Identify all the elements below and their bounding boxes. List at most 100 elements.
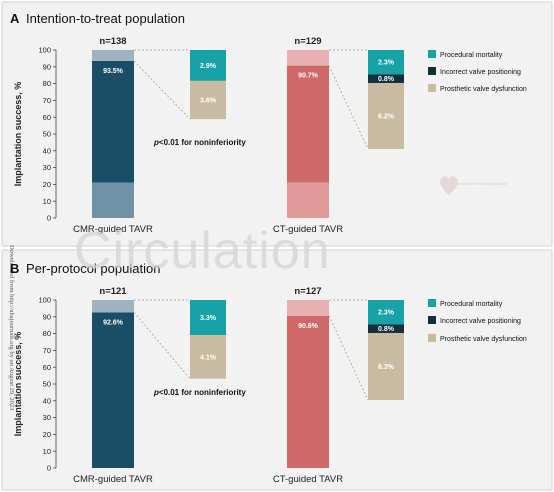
legend-label: Incorrect valve positioning: [440, 69, 521, 76]
y-tick-label: 50: [43, 130, 51, 139]
success-bar: [92, 60, 134, 183]
y-tick-label: 50: [43, 380, 51, 389]
y-tick-label: 10: [43, 447, 51, 456]
panel-letter: A: [10, 11, 20, 26]
legend-label: Procedural mortality: [440, 301, 503, 308]
failure-data-label: 2.3%: [378, 60, 395, 67]
failure-segment-procedural-mortality: [190, 300, 226, 336]
failure-segment-procedural-mortality: [368, 300, 404, 325]
legend-label: Procedural mortality: [440, 52, 503, 59]
failure-segment-prosthetic-valve-dysfunction: [190, 80, 226, 120]
failure-data-label: 4.1%: [200, 354, 217, 361]
panel-b-background: [1, 249, 553, 491]
failure-segment-prosthetic-valve-dysfunction: [368, 332, 404, 401]
chart-panel-b: B Per-protocol population Implantation suc…: [10, 261, 527, 485]
success-data-label: 90.7%: [298, 73, 319, 80]
y-tick-label: 0: [47, 464, 51, 473]
y-tick-label: 30: [43, 413, 51, 422]
category-tick-label: CMR-guided TAVR: [73, 474, 153, 485]
legend-swatch-incorrect-valve-positioning: [428, 316, 436, 324]
y-tick-label: 80: [43, 329, 51, 338]
connector-line-bottom: [133, 312, 191, 379]
y-tick-label: 100: [38, 296, 51, 305]
y-axis-label: Implantation success, %: [13, 332, 23, 437]
legend-label: Incorrect valve positioning: [440, 318, 521, 325]
y-tick-label: 10: [43, 197, 51, 206]
n-label: n=121: [99, 286, 127, 297]
y-tick-label: 70: [43, 346, 51, 355]
legend-label: Prosthetic valve dysfunction: [440, 336, 527, 343]
failure-segment-incorrect-valve-positioning: [368, 324, 404, 333]
y-tick-label: 90: [43, 62, 51, 71]
legend-swatch-prosthetic-valve-dysfunction: [428, 334, 436, 342]
panel-title: Intention-to-treat population: [26, 11, 185, 26]
failure-data-label: 3.3%: [200, 315, 217, 322]
category-tick-label: CT-guided TAVR: [273, 224, 343, 235]
p-value-symbol: p: [153, 388, 159, 397]
p-value-annotation: p<0.01 for noninferiority: [153, 388, 246, 397]
y-tick-label: 70: [43, 96, 51, 105]
failure-remainder-bar: [287, 300, 329, 316]
legend-swatch-procedural-mortality: [428, 299, 436, 307]
n-label: n=127: [294, 286, 321, 297]
success-bar: [92, 312, 134, 468]
y-tick-label: 20: [43, 180, 51, 189]
category-tick-label: CT-guided TAVR: [273, 474, 343, 485]
category-tick-label: CMR-guided TAVR: [73, 224, 153, 235]
y-tick-label: 0: [47, 214, 51, 223]
connector-line-bottom: [328, 65, 369, 150]
p-value-text: <0.01 for noninferiority: [159, 138, 246, 147]
success-data-label: 90.6%: [298, 323, 319, 330]
success-data-label: 93.5%: [103, 68, 124, 75]
failure-remainder-bar: [92, 50, 134, 61]
heart-torch-icon: [440, 176, 458, 195]
y-tick-label: 60: [43, 113, 51, 122]
failure-data-label: 0.8%: [378, 76, 395, 83]
panel-letter: B: [10, 261, 19, 276]
legend-swatch-incorrect-valve-positioning: [428, 67, 436, 75]
success-bar: [287, 315, 329, 468]
failure-segment-procedural-mortality: [368, 50, 404, 75]
connector-line-bottom: [328, 315, 369, 401]
aha-logo: American Heart Association: [440, 176, 507, 195]
failure-segment-incorrect-valve-positioning: [368, 74, 404, 83]
success-bar: [287, 65, 329, 183]
failure-data-label: 2.9%: [200, 63, 217, 70]
failure-remainder-bar: [287, 50, 329, 66]
y-tick-label: 20: [43, 430, 51, 439]
panel-a-background: [1, 1, 553, 247]
failure-data-label: 2.3%: [378, 310, 395, 317]
y-axis-label: Implantation success, %: [13, 82, 23, 187]
y-tick-label: 80: [43, 79, 51, 88]
failure-segment-prosthetic-valve-dysfunction: [368, 82, 404, 149]
logo-text: American Heart Association: [458, 181, 507, 186]
y-tick-label: 60: [43, 363, 51, 372]
failure-segment-procedural-mortality: [190, 50, 226, 81]
n-label: n=138: [99, 36, 126, 47]
connector-line-bottom: [133, 60, 191, 120]
failure-data-label: 6.2%: [378, 113, 395, 120]
failure-remainder-bar: [92, 300, 134, 313]
failure-data-label: 6.3%: [378, 364, 395, 371]
legend-label: Prosthetic valve dysfunction: [440, 86, 527, 93]
side-download-note: Downloaded from http://ahajournals.org b…: [8, 245, 15, 410]
y-tick-label: 40: [43, 396, 51, 405]
y-tick-label: 40: [43, 146, 51, 155]
watermark: Circulation: [74, 222, 331, 280]
y-tick-label: 90: [43, 312, 51, 321]
panel-title: Per-protocol population: [26, 261, 160, 276]
failure-segment-prosthetic-valve-dysfunction: [190, 335, 226, 379]
failure-data-label: 3.6%: [200, 98, 217, 105]
p-value-symbol: p: [153, 138, 159, 147]
n-label: n=129: [294, 36, 321, 47]
legend-swatch-prosthetic-valve-dysfunction: [428, 84, 436, 92]
success-bar-base: [92, 182, 134, 218]
p-value-text: <0.01 for noninferiority: [159, 388, 246, 397]
chart-panel-a: A Intention-to-treat population Implantati…: [10, 11, 527, 235]
charts: A Intention-to-treat population Implantati…: [10, 11, 527, 485]
legend-swatch-procedural-mortality: [428, 50, 436, 58]
y-tick-label: 100: [38, 46, 51, 55]
y-tick-label: 30: [43, 163, 51, 172]
failure-data-label: 0.8%: [378, 326, 395, 333]
